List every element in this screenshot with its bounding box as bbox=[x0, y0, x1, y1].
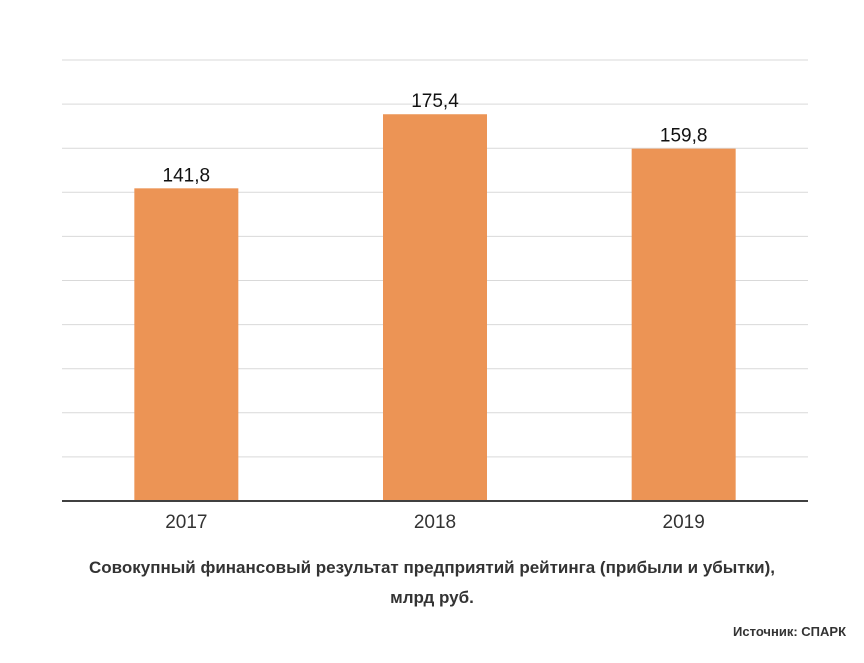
x-tick-label-2019: 2019 bbox=[663, 512, 705, 533]
value-label-2017: 141,8 bbox=[163, 165, 211, 186]
value-labels: 141,8 175,4 159,8 bbox=[163, 91, 708, 186]
caption-line-1: Совокупный финансовый результат предприя… bbox=[89, 558, 775, 577]
x-tick-label-2018: 2018 bbox=[414, 512, 456, 533]
bar-2018 bbox=[383, 114, 487, 502]
value-label-2019: 159,8 bbox=[660, 126, 708, 147]
bars bbox=[134, 114, 736, 502]
x-tick-labels: 2017 2018 2019 bbox=[165, 512, 705, 533]
value-label-2018: 175,4 bbox=[411, 91, 459, 112]
caption-line-2: млрд руб. bbox=[390, 588, 474, 607]
x-tick-label-2017: 2017 bbox=[165, 512, 207, 533]
bar-2019 bbox=[631, 148, 736, 502]
chart-caption: Совокупный финансовый результат предприя… bbox=[0, 553, 864, 613]
bar-2017 bbox=[134, 188, 239, 501]
bar-chart: 141,8 175,4 159,8 2017 2018 2019 bbox=[62, 59, 808, 533]
source-note: Источник: СПАРК bbox=[733, 624, 846, 639]
